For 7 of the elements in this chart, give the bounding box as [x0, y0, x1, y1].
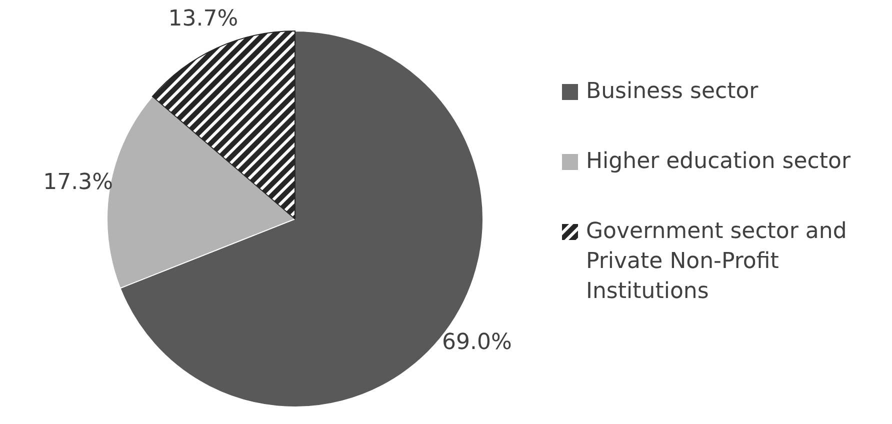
- pie-slice: [152, 30, 296, 220]
- legend-label: Higher education sector: [586, 148, 851, 176]
- data-label: 13.7%: [168, 6, 238, 32]
- data-label: 69.0%: [442, 330, 512, 356]
- data-label: 17.3%: [43, 170, 113, 196]
- legend-label: Business sector: [586, 78, 758, 106]
- legend-label: Government sector and Private Non-Profit Institutions: [586, 218, 848, 306]
